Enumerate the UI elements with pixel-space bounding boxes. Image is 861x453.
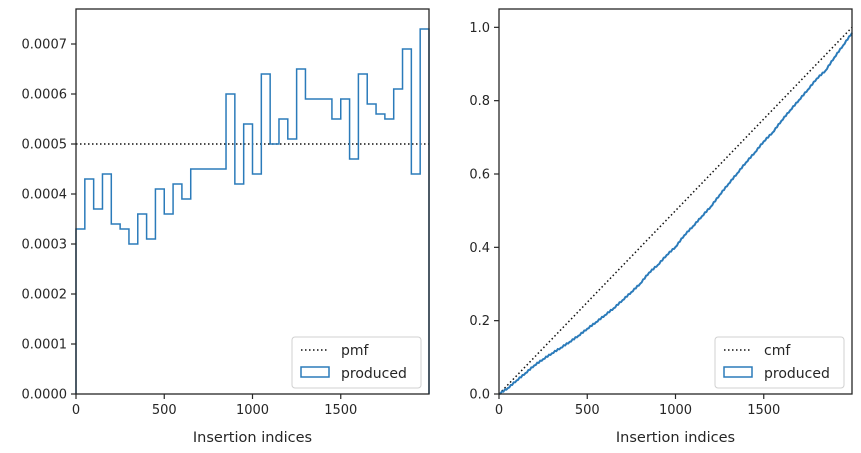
pmf-x-tick-label: 1500 (324, 403, 357, 418)
pmf-legend-box (291, 336, 422, 389)
pmf-y-tick-label: 0.0003 (22, 238, 68, 253)
pmf-x-axis-label: Insertion indices (193, 430, 312, 446)
produced-cumulative-legend-label: produced (764, 366, 830, 382)
cmf-y-tick-label: 0.6 (469, 168, 490, 183)
cmf-y-tick-label: 0.0 (469, 388, 490, 403)
cmf-x-axis-label: Insertion indices (616, 430, 735, 446)
produced-legend-label: produced (341, 366, 407, 382)
cmf-x-tick-label: 0 (495, 403, 503, 418)
produced-histogram-step (75, 28, 430, 394)
produced-cumulative-legend-swatch (723, 366, 753, 378)
pmf-y-tick-label: 0.0006 (22, 88, 68, 103)
cmf-x-tick-label: 1000 (659, 403, 692, 418)
produced-legend-swatch (300, 366, 330, 378)
produced-cumulative-step (498, 32, 853, 395)
cmf-legend-label: cmf (764, 343, 791, 359)
pmf-ticks: 0 500 1000 1500 0.0000 0.0001 0.0002 0.0003 0.00… (22, 38, 358, 419)
cmf-y-tick-label: 0.4 (469, 241, 490, 256)
pmf-legend: pmf produced (291, 336, 422, 389)
pmf-y-tick-label: 0.0002 (22, 288, 68, 303)
pmf-axes-frame (75, 8, 430, 395)
cmf-axes-frame (498, 8, 853, 395)
cmf-x-tick-label: 1500 (747, 403, 780, 418)
pmf-y-tick-label: 0.0000 (22, 388, 68, 403)
cmf-y-tick-label: 0.2 (469, 314, 490, 329)
pmf-y-tick-label: 0.0007 (22, 38, 68, 53)
pmf-x-tick-label: 0 (72, 403, 80, 418)
cmf-reference-line (498, 26, 853, 395)
cmf-legend: cmf produced (714, 336, 845, 389)
cmf-plot-area (498, 26, 853, 395)
cmf-y-tick-label: 1.0 (469, 21, 490, 36)
cmf-panel: 0 500 1000 1500 0.0 0.2 0.4 0.6 0.8 1.0 Insertion… (469, 8, 853, 446)
pmf-panel: 0 500 1000 1500 0.0000 0.0001 0.0002 0.0003 0.00… (22, 8, 430, 446)
pmf-y-tick-label: 0.0005 (22, 138, 68, 153)
cmf-ticks: 0 500 1000 1500 0.0 0.2 0.4 0.6 0.8 1.0 (469, 21, 780, 418)
pmf-y-tick-label: 0.0001 (22, 338, 68, 353)
cmf-y-tick-label: 0.8 (469, 94, 490, 109)
pmf-x-tick-label: 500 (152, 403, 177, 418)
pmf-x-tick-label: 1000 (236, 403, 269, 418)
pmf-plot-area (75, 28, 430, 394)
pmf-legend-label: pmf (341, 343, 370, 359)
cmf-x-tick-label: 500 (575, 403, 600, 418)
pmf-y-tick-label: 0.0004 (22, 188, 68, 203)
cmf-legend-box (714, 336, 845, 389)
